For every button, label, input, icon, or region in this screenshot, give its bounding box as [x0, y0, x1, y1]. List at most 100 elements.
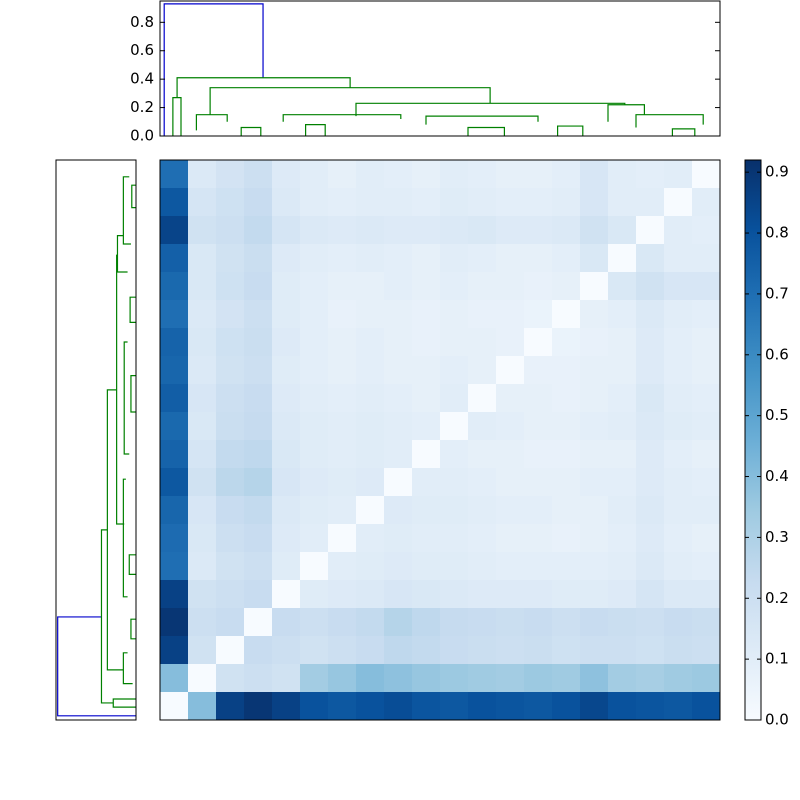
heatmap-cell: [160, 356, 189, 385]
heatmap-cell: [188, 552, 217, 581]
heatmap-cell: [608, 580, 637, 609]
heatmap-cell: [496, 356, 525, 385]
heatmap-cell: [552, 496, 581, 525]
heatmap-cell: [300, 608, 329, 637]
heatmap-cell: [496, 608, 525, 637]
heatmap-cell: [692, 300, 721, 329]
heatmap-cell: [300, 272, 329, 301]
dendrogram-link: [305, 124, 326, 136]
heatmap-cell: [188, 384, 217, 413]
heatmap-cell: [580, 272, 609, 301]
heatmap-cell: [188, 636, 217, 665]
heatmap-cell: [188, 216, 217, 245]
heatmap-cell: [524, 608, 553, 637]
heatmap-cell: [244, 188, 273, 217]
heatmap-cell: [244, 664, 273, 693]
heatmap-cell: [300, 468, 329, 497]
heatmap-cell: [356, 552, 385, 581]
heatmap-cell: [384, 664, 413, 693]
heatmap-cell: [160, 188, 189, 217]
dendrogram-link: [172, 97, 182, 136]
heatmap-cell: [692, 524, 721, 553]
heatmap-cell: [300, 440, 329, 469]
heatmap-cell: [216, 692, 245, 721]
heatmap-cell: [664, 328, 693, 357]
heatmap-cell: [580, 692, 609, 721]
heatmap-cell: [300, 412, 329, 441]
heatmap-cell: [496, 692, 525, 721]
heatmap-cell: [328, 440, 357, 469]
heatmap-cell: [664, 552, 693, 581]
heatmap-cell: [328, 244, 357, 273]
heatmap-cell: [636, 552, 665, 581]
heatmap-cell: [356, 384, 385, 413]
heatmap-cell: [216, 468, 245, 497]
heatmap-cell: [692, 272, 721, 301]
dendrogram-link: [100, 529, 114, 704]
heatmap-cell: [244, 692, 273, 721]
heatmap-cell: [468, 636, 497, 665]
heatmap-cell: [692, 440, 721, 469]
heatmap-cell: [524, 412, 553, 441]
heatmap-cell: [300, 244, 329, 273]
heatmap-cell: [692, 384, 721, 413]
heatmap-cell: [468, 552, 497, 581]
heatmap-cell: [412, 692, 441, 721]
heatmap-cell: [552, 440, 581, 469]
heatmap-cell: [664, 636, 693, 665]
heatmap-cell: [468, 272, 497, 301]
heatmap-cell: [188, 524, 217, 553]
heatmap-cell: [440, 524, 469, 553]
heatmap-cell: [412, 524, 441, 553]
heatmap-cell: [552, 188, 581, 217]
heatmap-cell: [608, 636, 637, 665]
heatmap-cell: [692, 664, 721, 693]
heatmap-cell: [188, 328, 217, 357]
heatmap-cell: [440, 188, 469, 217]
heatmap-cell: [552, 552, 581, 581]
heatmap-cell: [524, 160, 553, 189]
heatmap-cell: [384, 328, 413, 357]
heatmap-cell: [692, 356, 721, 385]
heatmap-cell: [412, 468, 441, 497]
heatmap-cell: [328, 496, 357, 525]
heatmap-cell: [160, 692, 189, 721]
heatmap-cell: [272, 328, 301, 357]
heatmap-cell: [412, 188, 441, 217]
heatmap-cell: [440, 244, 469, 273]
heatmap-cell: [384, 216, 413, 245]
heatmap-cell: [552, 216, 581, 245]
dendrogram-link: [122, 478, 128, 598]
heatmap-cell: [608, 216, 637, 245]
heatmap-cell: [552, 412, 581, 441]
heatmap-cell: [272, 412, 301, 441]
heatmap-cell: [664, 300, 693, 329]
heatmap-cell: [356, 188, 385, 217]
heatmap-cell: [412, 244, 441, 273]
heatmap-cell: [300, 580, 329, 609]
heatmap-cell: [272, 440, 301, 469]
heatmap-cell: [356, 608, 385, 637]
heatmap-cell: [636, 244, 665, 273]
heatmap-cell: [692, 580, 721, 609]
heatmap-cell: [188, 664, 217, 693]
heatmap-cell: [160, 244, 189, 273]
heatmap-cell: [468, 664, 497, 693]
heatmap-cell: [384, 384, 413, 413]
heatmap-cell: [608, 552, 637, 581]
heatmap-cell: [244, 552, 273, 581]
heatmap-cell: [664, 384, 693, 413]
heatmap-cell: [356, 580, 385, 609]
heatmap-cell: [468, 384, 497, 413]
heatmap-cell: [440, 384, 469, 413]
heatmap-cell: [496, 300, 525, 329]
heatmap-cell: [384, 244, 413, 273]
dendrogram-link: [129, 296, 136, 323]
heatmap-cell: [356, 524, 385, 553]
heatmap-cell: [160, 328, 189, 357]
heatmap-cell: [272, 636, 301, 665]
heatmap-cell: [664, 440, 693, 469]
heatmap-cell: [608, 692, 637, 721]
heatmap-cell: [524, 664, 553, 693]
